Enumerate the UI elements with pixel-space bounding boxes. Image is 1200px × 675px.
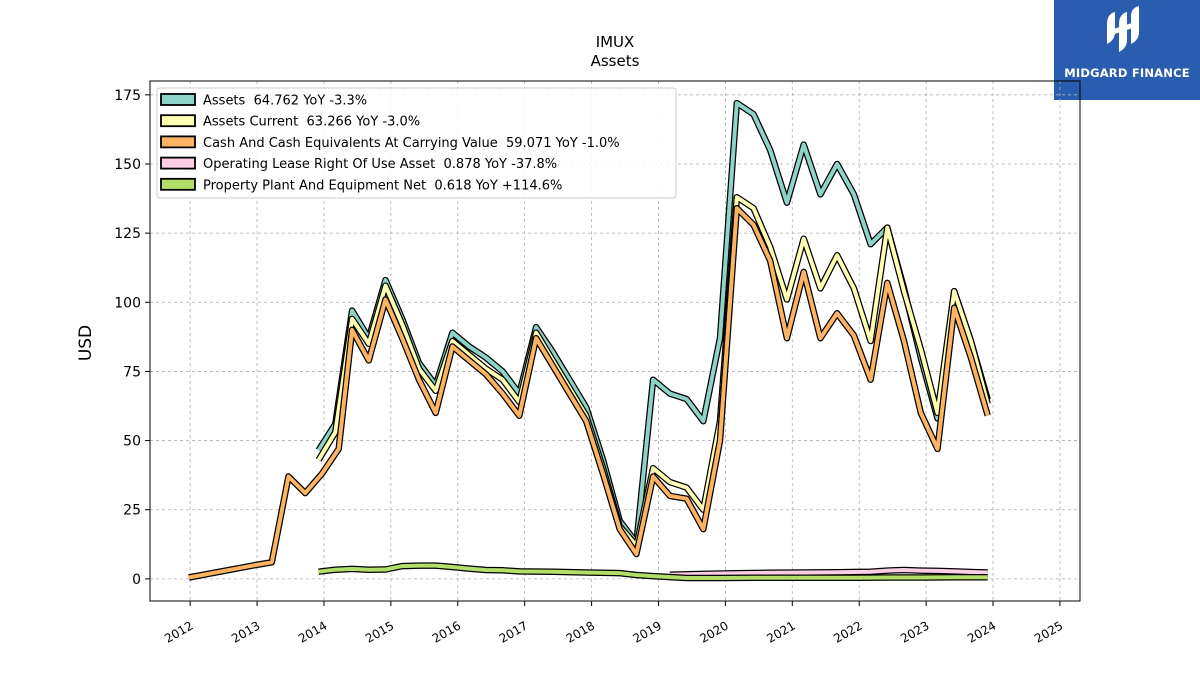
x-tick-label: 2023 [898,618,931,645]
chart-subtitle: Assets [590,52,640,70]
legend-swatch [160,93,196,106]
y-tick-label: 175 [114,88,141,104]
x-tick-label: 2021 [764,618,797,645]
series-fill-line [669,568,988,577]
series-fill-line [316,195,990,548]
series-line-1 [315,99,991,547]
y-tick-label: 150 [114,157,141,173]
series-fill-line [316,101,990,545]
legend-swatch [160,177,196,191]
y-tick-label: 50 [123,434,141,450]
y-tick-label: 0 [132,572,141,588]
x-tick-label: 2014 [296,618,329,645]
series-line-2 [315,193,991,549]
x-tick-label: 2020 [697,618,730,645]
y-axis-label: USD [76,325,96,361]
x-tick-label: 2013 [229,618,262,645]
x-tick-label: 2015 [363,618,396,645]
x-tick-label: 2024 [965,618,998,645]
brand-logo: MIDGARD FINANCE [1054,0,1200,100]
x-tick-label: 2016 [430,618,463,645]
legend-entry: Cash And Cash Equivalents At Carrying Va… [203,136,620,151]
x-axis: 2012 2013 2014 2015 2016 2017 2018 2019 2020 2021… [162,601,1065,646]
x-tick-label: 2025 [1032,618,1065,645]
chart-title: IMUX [595,33,635,51]
series-lines [188,99,991,582]
legend-swatch [160,135,196,149]
legend-entry: Property Plant And Equipment Net 0.618 Y… [203,178,562,193]
x-tick-label: 2018 [564,618,597,645]
legend-entry: Assets Current 63.266 YoY -3.0% [203,115,420,130]
legend: Assets 64.762 YoY -3.3% Assets Current 63… [156,87,677,199]
series-line-5 [318,562,988,582]
series-outline [188,204,991,581]
plot-frame [149,80,1081,602]
x-tick-label: 2017 [497,618,530,645]
series-line-4 [669,566,988,578]
y-tick-label: 25 [123,503,141,519]
legend-swatch [160,114,196,128]
series-fill-line [318,563,988,580]
y-tick-label: 75 [123,364,141,380]
legend-swatch [160,156,196,170]
x-tick-label: 2019 [631,618,664,645]
legend-entry: Assets 64.762 YoY -3.3% [203,94,367,109]
brand-name: MIDGARD FINANCE [1064,66,1190,80]
y-tick-label: 100 [114,295,141,311]
legend-entry: Operating Lease Right Of Use Asset 0.878… [203,157,557,172]
y-axis: 0 25 50 75 100 125 150 175 [114,88,150,588]
series-fill-line [188,206,990,580]
x-tick-label: 2022 [831,618,864,645]
legend-box [156,87,677,199]
x-tick-label: 2012 [162,618,195,645]
y-tick-label: 125 [114,226,141,242]
series-line-3 [188,204,991,581]
midgard-logo-icon [1107,6,1139,52]
